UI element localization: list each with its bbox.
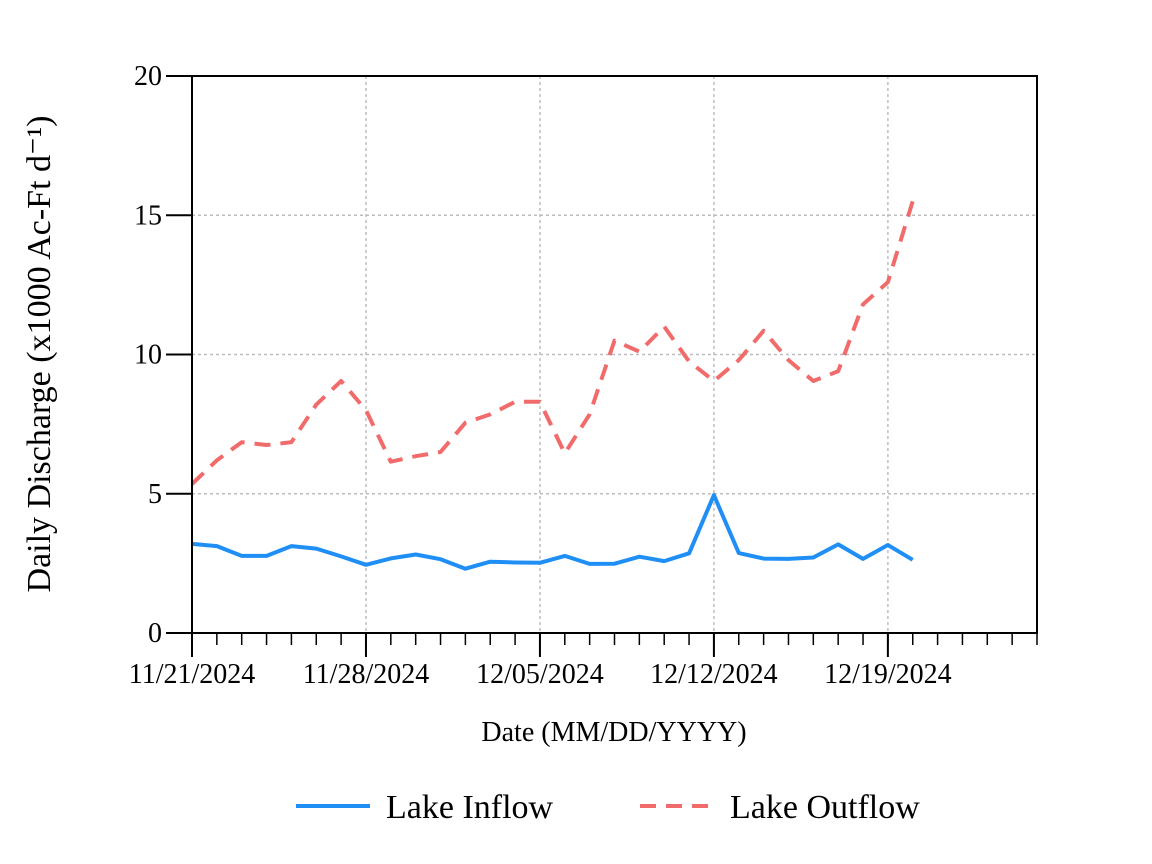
x-axis-title: Date (MM/DD/YYYY) [481, 717, 746, 748]
x-tick-label: 12/05/2024 [476, 659, 604, 690]
data-point-lake-inflow [613, 562, 617, 566]
data-point-lake-outflow [463, 421, 467, 425]
data-point-lake-inflow [463, 567, 467, 571]
data-point-lake-outflow [215, 458, 219, 462]
series-lines [190, 199, 915, 571]
data-point-lake-outflow [861, 302, 865, 306]
y-tick-label: 5 [148, 479, 162, 510]
x-tick-label: 12/12/2024 [650, 659, 778, 690]
legend-label-lake-inflow: Lake Inflow [386, 789, 554, 826]
data-point-lake-inflow [861, 557, 865, 561]
legend: Lake Inflow Lake Outflow [296, 789, 920, 826]
data-point-lake-inflow [563, 554, 567, 558]
data-point-lake-outflow [662, 325, 666, 329]
data-point-lake-outflow [513, 400, 517, 404]
data-point-lake-outflow [588, 412, 592, 416]
data-point-lake-inflow [762, 557, 766, 561]
data-point-lake-inflow [240, 554, 244, 558]
data-point-lake-outflow [414, 454, 418, 458]
data-point-lake-outflow [364, 408, 368, 412]
x-tick-label: 12/19/2024 [824, 659, 952, 690]
series-line-lake-outflow [190, 200, 915, 486]
data-point-lake-inflow [289, 544, 293, 548]
data-point-lake-outflow [737, 358, 741, 362]
data-point-lake-outflow [439, 450, 443, 454]
data-point-lake-inflow [588, 562, 592, 566]
data-point-lake-inflow [414, 552, 418, 556]
data-point-lake-inflow [911, 558, 915, 562]
data-point-lake-inflow [637, 555, 641, 559]
data-point-lake-inflow [339, 554, 343, 558]
data-point-lake-outflow [637, 350, 641, 354]
data-point-lake-outflow [488, 412, 492, 416]
y-tick-label: 20 [134, 61, 162, 92]
y-tick-label: 15 [134, 200, 162, 231]
series-line-lake-inflow [191, 493, 914, 571]
data-point-lake-outflow [687, 359, 691, 363]
data-point-lake-inflow [712, 493, 716, 497]
y-tick-label: 0 [148, 618, 162, 649]
data-point-lake-inflow [811, 556, 815, 560]
data-point-lake-outflow [712, 379, 716, 383]
data-point-lake-outflow [339, 379, 343, 383]
data-point-lake-outflow [389, 460, 393, 464]
data-point-lake-inflow [886, 543, 890, 547]
data-point-lake-outflow [289, 440, 293, 444]
data-point-lake-outflow [613, 339, 617, 343]
x-tick-label: 11/21/2024 [129, 659, 256, 690]
data-point-lake-outflow [836, 369, 840, 373]
data-point-lake-inflow [265, 554, 269, 558]
data-point-lake-inflow [662, 559, 666, 563]
data-point-lake-inflow [786, 557, 790, 561]
data-point-lake-outflow [762, 329, 766, 333]
data-point-lake-inflow [513, 561, 517, 565]
data-point-lake-inflow [737, 551, 741, 555]
data-point-lake-outflow [786, 358, 790, 362]
grid-lines [192, 76, 1037, 633]
data-point-lake-inflow [836, 542, 840, 546]
x-tick-label: 11/28/2024 [303, 659, 430, 690]
data-point-lake-outflow [314, 403, 318, 407]
data-point-lake-outflow [240, 440, 244, 444]
data-point-lake-inflow [215, 544, 219, 548]
data-point-lake-outflow [538, 400, 542, 404]
y-tick-label: 10 [134, 340, 162, 371]
data-point-lake-outflow [911, 199, 915, 203]
data-point-lake-inflow [389, 556, 393, 560]
legend-label-lake-outflow: Lake Outflow [730, 789, 920, 826]
data-point-lake-inflow [538, 561, 542, 565]
axes: 0 5 10 15 20 11/21/2024 11/28/2024 12/05/2024 12… [129, 61, 1038, 690]
data-point-lake-inflow [314, 547, 318, 551]
data-point-lake-inflow [488, 560, 492, 564]
data-point-lake-outflow [265, 443, 269, 447]
data-point-lake-inflow [687, 551, 691, 555]
data-point-lake-outflow [563, 451, 567, 455]
y-axis-title: Daily Discharge (x1000 Ac-Ft d⁻¹) [21, 116, 58, 593]
data-point-lake-outflow [811, 379, 815, 383]
data-point-lake-inflow [364, 563, 368, 567]
data-point-lake-inflow [439, 557, 443, 561]
data-point-lake-outflow [886, 280, 890, 284]
